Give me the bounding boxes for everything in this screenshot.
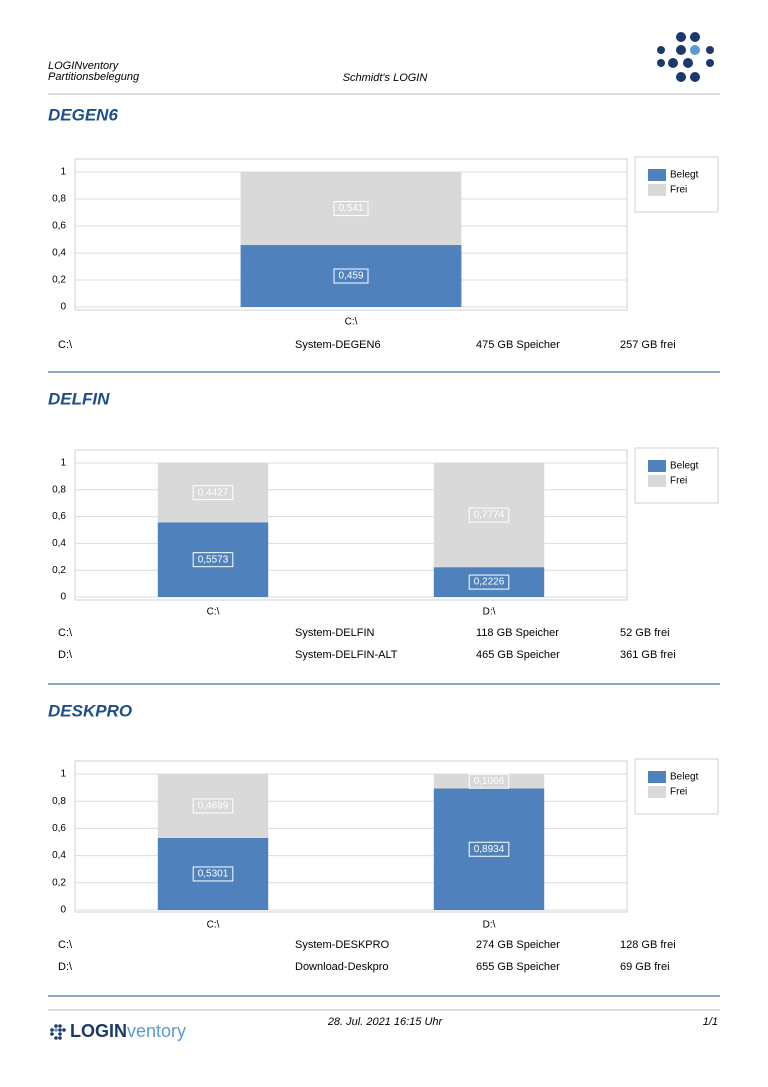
value-label-box <box>192 866 234 882</box>
table-cell: System-DELFIN <box>295 627 375 639</box>
y-tick-label: 1 <box>60 167 66 178</box>
legend-swatch <box>648 184 666 196</box>
table-cell: 52 GB frei <box>620 627 670 639</box>
table-cell: C:\ <box>58 627 73 639</box>
footer-logo-icon <box>50 1024 66 1040</box>
footer-date: 28. Jul. 2021 16:15 Uhr <box>327 1016 444 1028</box>
y-tick-label: 0,8 <box>52 194 66 205</box>
legend-label: Frei <box>670 185 687 196</box>
app-name: LOGINventory <box>48 60 120 72</box>
y-tick-label: 1 <box>60 769 66 780</box>
value-label-box <box>468 507 510 523</box>
value-label-box <box>192 798 234 814</box>
x-tick-label: D:\ <box>483 920 496 931</box>
table-cell: C:\ <box>58 939 73 951</box>
value-label-box <box>192 552 234 568</box>
table-cell: 655 GB Speicher <box>476 961 560 973</box>
value-label: 0,8934 <box>474 844 505 855</box>
x-tick-label: C:\ <box>345 317 358 328</box>
y-tick-label: 0 <box>60 905 66 916</box>
table-cell: D:\ <box>58 961 73 973</box>
value-label: 0,1066 <box>474 776 505 787</box>
logo-light: ventory <box>127 1021 186 1041</box>
y-tick-label: 0,6 <box>52 221 66 232</box>
table-cell: System-DESKPRO <box>295 939 390 951</box>
table-cell: System-DEGEN6 <box>295 339 381 351</box>
y-tick-label: 0 <box>60 592 66 603</box>
y-tick-label: 0,6 <box>52 823 66 834</box>
value-label-box <box>468 841 510 857</box>
value-label: 0,459 <box>338 271 363 282</box>
legend-swatch <box>648 771 666 783</box>
table-cell: 361 GB frei <box>620 649 676 661</box>
table-cell: 257 GB frei <box>620 339 676 351</box>
legend-label: Belegt <box>670 170 699 181</box>
legend-label: Frei <box>670 476 687 487</box>
table-cell: 118 GB Speicher <box>476 627 559 639</box>
value-label-box <box>192 485 234 501</box>
y-tick-label: 0,8 <box>52 484 66 495</box>
y-tick-label: 0,4 <box>52 538 66 549</box>
section-title: DELFIN <box>48 389 110 408</box>
y-tick-label: 0,4 <box>52 248 66 259</box>
table-cell: 475 GB Speicher <box>476 339 560 351</box>
y-tick-label: 1 <box>60 458 66 469</box>
y-tick-label: 0,2 <box>52 877 66 888</box>
value-label: 0,2226 <box>474 577 505 588</box>
x-tick-label: C:\ <box>207 607 220 618</box>
footer-page: 1/1 <box>703 1016 718 1028</box>
legend-swatch <box>648 786 666 798</box>
value-label: 0,4427 <box>198 487 229 498</box>
y-tick-label: 0,6 <box>52 511 66 522</box>
table-cell: D:\ <box>58 649 73 661</box>
y-tick-label: 0,8 <box>52 796 66 807</box>
value-label: 0,4699 <box>198 801 229 812</box>
table-cell: 69 GB frei <box>620 961 670 973</box>
table-cell: 274 GB Speicher <box>476 939 560 951</box>
value-label-box <box>333 201 369 217</box>
x-tick-label: C:\ <box>207 920 220 931</box>
table-cell: 128 GB frei <box>620 939 676 951</box>
legend-label: Belegt <box>670 772 699 783</box>
y-tick-label: 0 <box>60 302 66 313</box>
legend-label: Frei <box>670 787 687 798</box>
report-name: Partitionsbelegung <box>48 71 140 83</box>
table-cell: C:\ <box>58 339 73 351</box>
footer-logo: LOGINventory <box>70 1021 186 1041</box>
value-label-box <box>468 574 510 590</box>
section-title: DEGEN6 <box>48 105 118 124</box>
legend-swatch <box>648 169 666 181</box>
section-title: DESKPRO <box>48 701 132 720</box>
logo <box>657 32 714 82</box>
legend-swatch <box>648 460 666 472</box>
value-label-box <box>333 268 369 284</box>
table-cell: 465 GB Speicher <box>476 649 560 661</box>
logo-bold: LOGIN <box>70 1021 127 1041</box>
header-center: Schmidt's LOGIN <box>343 72 428 84</box>
value-label: 0,5573 <box>198 554 229 565</box>
y-tick-label: 0,2 <box>52 275 66 286</box>
y-tick-label: 0,4 <box>52 850 66 861</box>
table-cell: System-DELFIN-ALT <box>295 649 398 661</box>
table-cell: Download-Deskpro <box>295 961 389 973</box>
value-label-box <box>468 773 510 789</box>
value-label: 0,541 <box>338 203 363 214</box>
x-tick-label: D:\ <box>483 607 496 618</box>
y-tick-label: 0,2 <box>52 565 66 576</box>
legend-label: Belegt <box>670 461 699 472</box>
legend-swatch <box>648 475 666 487</box>
value-label: 0,7774 <box>474 510 505 521</box>
value-label: 0,5301 <box>198 869 229 880</box>
